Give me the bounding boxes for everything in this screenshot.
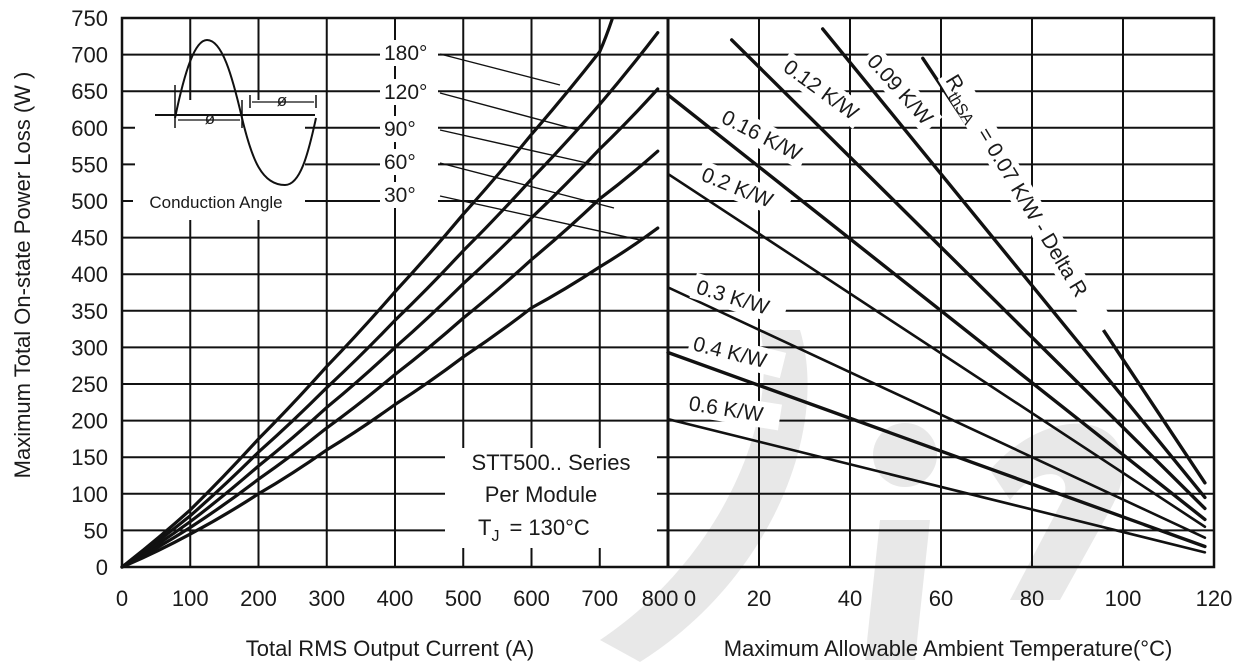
rth-line-4 — [666, 172, 1207, 529]
rth-label-bg — [686, 329, 787, 379]
x-tick-label-right: 80 — [1020, 586, 1044, 611]
rth-label-bg — [937, 66, 1115, 337]
curve-120deg — [120, 31, 660, 569]
rth-label-bg — [713, 102, 812, 170]
rth-label-bg — [858, 45, 943, 135]
rth-label-bg — [775, 51, 869, 129]
rth-line-7 — [666, 417, 1207, 554]
y-tick-label: 0 — [96, 555, 108, 580]
inset-label: Conduction Angle — [149, 193, 282, 212]
angle-label-bg — [380, 40, 438, 66]
angle-label-bg — [380, 149, 438, 175]
rth-line-6 — [666, 350, 1207, 549]
x-tick-label-left: 500 — [445, 586, 482, 611]
curve-60deg — [120, 149, 660, 569]
angle-label: 60° — [384, 151, 416, 174]
x-tick-label-left: 200 — [240, 586, 277, 611]
module-note: STT500.. Series Per Module TJ = 130°C — [445, 448, 657, 548]
x-tick-label-right: 100 — [1105, 586, 1142, 611]
inset-phi-2: ø — [277, 91, 287, 110]
y-tick-label: 100 — [71, 482, 108, 507]
x-axis-title-right: Maximum Allowable Ambient Temperature(°C… — [724, 636, 1173, 661]
rth-line-5 — [666, 286, 1207, 540]
y-tick-label: 700 — [71, 43, 108, 68]
x-tick-label-right: 120 — [1196, 586, 1233, 611]
angle-leader — [439, 129, 597, 166]
rth-label-bg — [689, 272, 789, 326]
angle-leader — [439, 92, 579, 131]
x-tick-label-left: 400 — [377, 586, 414, 611]
rth-label-bg — [683, 389, 782, 431]
x-tick-label-right: 20 — [747, 586, 771, 611]
tick-labels: 0501001502002503003504004505005506006507… — [71, 6, 1232, 611]
y-tick-label: 450 — [71, 226, 108, 251]
watermark — [600, 330, 1124, 662]
x-tick-label-right: 60 — [929, 586, 953, 611]
note-tj: TJ = 130°C — [478, 515, 590, 545]
note-series: STT500.. Series — [472, 450, 631, 475]
angle-leader — [439, 195, 641, 241]
x-tick-label-left: 100 — [172, 586, 209, 611]
y-tick-label: 200 — [71, 409, 108, 434]
x-axis-title-left: Total RMS Output Current (A) — [246, 636, 535, 661]
x-tick-label-left: 700 — [581, 586, 618, 611]
rth-label-bg — [694, 159, 793, 221]
x-tick-label-left: 800 — [642, 586, 679, 611]
inset-phi-1: ø — [205, 109, 215, 128]
angle-label-bg — [380, 182, 438, 208]
x-tick-label-left: 300 — [308, 586, 345, 611]
curves — [120, 17, 1207, 569]
y-tick-label: 50 — [84, 518, 108, 543]
y-tick-label: 250 — [71, 372, 108, 397]
y-axis-title: Maximum Total On-state Power Loss (W ) — [10, 72, 35, 479]
angle-label: 90° — [384, 118, 416, 141]
x-tick-label-right: 40 — [838, 586, 862, 611]
angle-labels: 180° 120° 90° 60° 30° — [380, 40, 641, 241]
angle-label-bg — [380, 116, 438, 142]
y-tick-label: 300 — [71, 335, 108, 360]
y-tick-label: 400 — [71, 262, 108, 287]
curve-90deg — [120, 87, 660, 569]
rth-line-3 — [666, 93, 1207, 522]
y-tick-label: 550 — [71, 152, 108, 177]
note-module: Per Module — [485, 482, 598, 507]
x-tick-label-left: 600 — [513, 586, 550, 611]
curve-180deg — [120, 17, 614, 569]
angle-label: 120° — [384, 81, 427, 104]
rth-line-1 — [821, 27, 1207, 500]
y-tick-label: 350 — [71, 299, 108, 324]
x-tick-label-left: 0 — [116, 586, 128, 611]
angle-leader — [439, 53, 561, 86]
y-tick-label: 650 — [71, 79, 108, 104]
y-tick-label: 600 — [71, 116, 108, 141]
angle-label: 30° — [384, 184, 416, 207]
x-tick-label-right: 0 — [684, 586, 696, 611]
y-tick-label: 750 — [71, 6, 108, 31]
angle-leader — [439, 162, 615, 209]
angle-label-bg — [380, 79, 438, 105]
y-tick-label: 150 — [71, 445, 108, 470]
curve-30deg — [120, 226, 660, 569]
conduction-angle-inset: ø ø Conduction Angle — [133, 38, 317, 220]
angle-label: 180° — [384, 42, 427, 65]
y-tick-label: 500 — [71, 189, 108, 214]
rth-line-2 — [730, 38, 1207, 511]
